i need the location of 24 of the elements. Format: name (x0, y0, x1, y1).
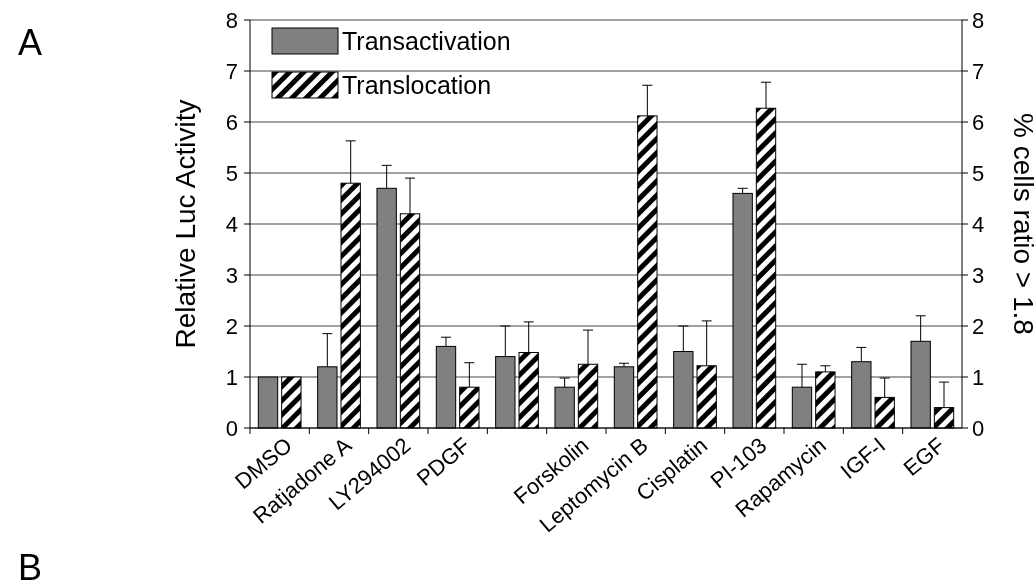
text: B (18, 547, 43, 586)
y-tick-label: 4 (225, 211, 238, 237)
y-tick-label: 8 (225, 7, 238, 33)
y-tick-label: 3 (225, 262, 238, 288)
y2-tick-label: 6 (972, 109, 985, 135)
y-tick-label: 7 (225, 58, 238, 84)
y2-tick-label: 2 (972, 313, 985, 339)
legend-label: Translocation (342, 70, 492, 99)
y2-tick-label: 7 (972, 58, 985, 84)
y2-tick-label: 1 (972, 364, 985, 390)
legend-label: Transactivation (342, 26, 511, 55)
text: A (18, 22, 43, 63)
y-tick-label: 5 (225, 160, 238, 186)
y2-tick-label: 8 (972, 7, 985, 33)
y2-tick-label: 4 (972, 211, 985, 237)
y-tick-label: 0 (225, 415, 238, 441)
y-tick-label: 2 (225, 313, 238, 339)
y2-tick-label: 5 (972, 160, 985, 186)
y2-tick-label: 3 (972, 262, 985, 288)
y-tick-label: 1 (225, 364, 238, 390)
y2-tick-label: 0 (972, 415, 985, 441)
y-axis-title: Relative Luc Activity (170, 99, 201, 349)
y-tick-label: 6 (225, 109, 238, 135)
y2-axis-title: % cells ratio > 1.8 (1008, 113, 1035, 335)
